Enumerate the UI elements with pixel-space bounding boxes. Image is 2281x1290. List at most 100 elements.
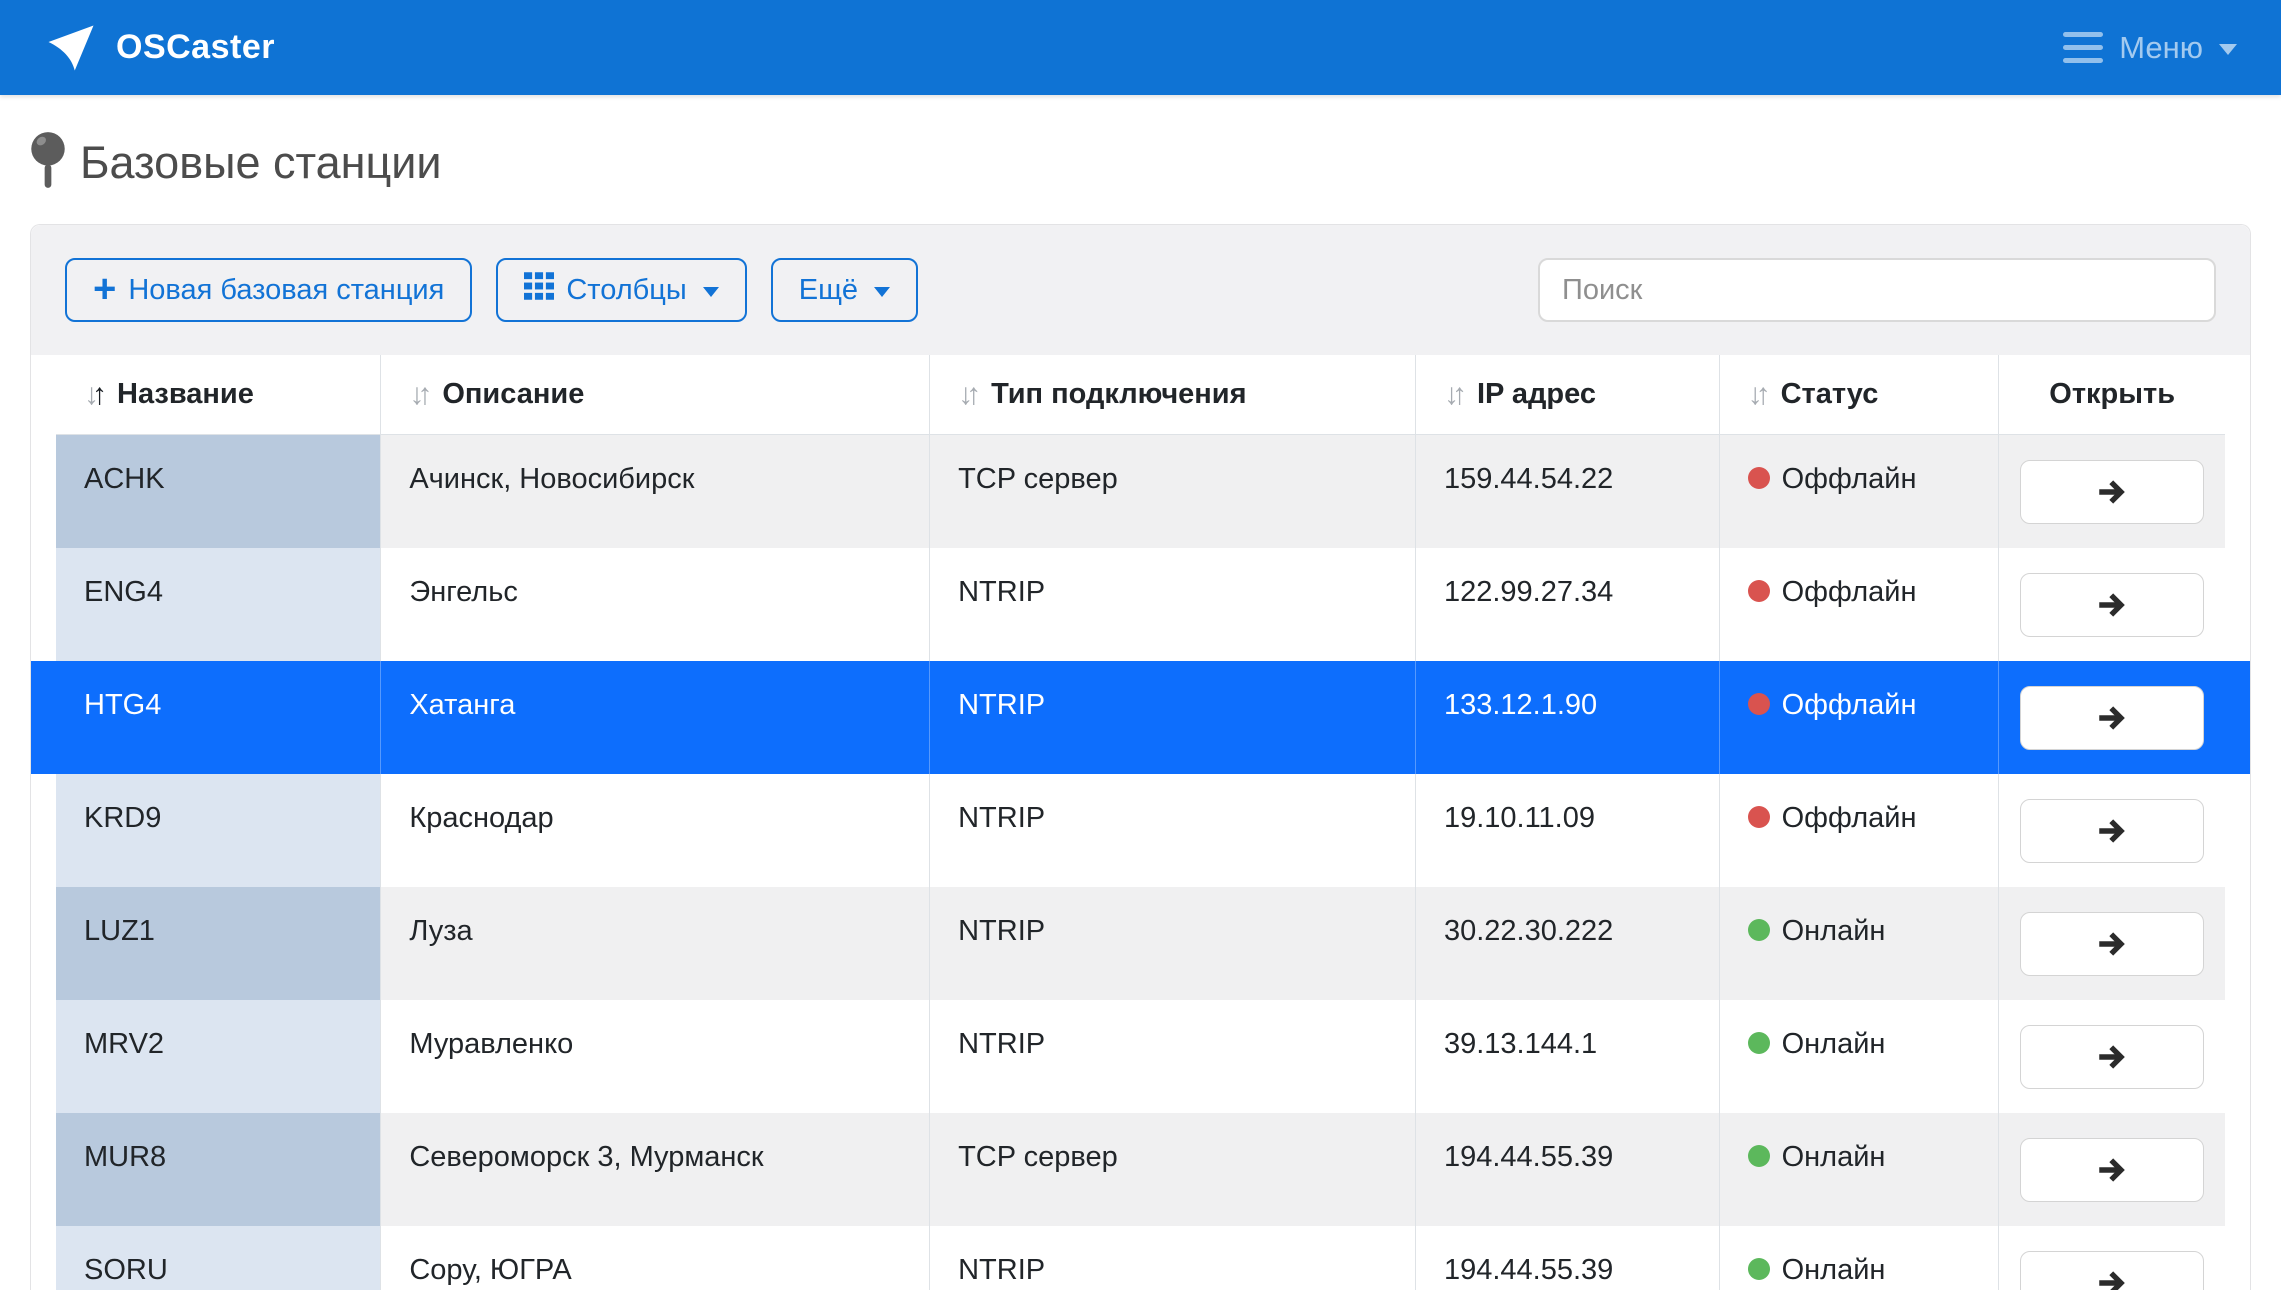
- header-open: Открыть: [1999, 355, 2225, 434]
- stations-panel: + Новая базовая станция Столбцы Ещё: [30, 224, 2251, 1290]
- cell-description: Североморск 3, Мурманск: [381, 1113, 930, 1226]
- cell-status: Онлайн: [1720, 887, 2000, 1000]
- table-body: ACHK Ачинск, Новосибирск TCP сервер 159.…: [56, 435, 2225, 1290]
- more-button[interactable]: Ещё: [771, 258, 918, 322]
- status-dot: [1748, 1145, 1770, 1167]
- table-row[interactable]: MUR8 Североморск 3, Мурманск TCP сервер …: [56, 1113, 2225, 1226]
- cell-name: SORU: [56, 1226, 381, 1290]
- search-input[interactable]: [1538, 258, 2216, 322]
- cell-name: MUR8: [56, 1113, 381, 1226]
- cell-description: Хатанга: [381, 661, 930, 774]
- cell-ip: 194.44.55.39: [1416, 1113, 1720, 1226]
- cell-open: [1999, 1000, 2225, 1113]
- cell-description: Луза: [381, 887, 930, 1000]
- table-row[interactable]: MRV2 Муравленко NTRIP 39.13.144.1 Онлайн: [56, 1000, 2225, 1113]
- cell-description: Сору, ЮГРА: [381, 1226, 930, 1290]
- cell-status: Онлайн: [1720, 1226, 2000, 1290]
- open-station-button[interactable]: [2020, 799, 2204, 863]
- new-station-label: Новая базовая станция: [128, 274, 444, 307]
- cell-ip: 19.10.11.09: [1416, 774, 1720, 887]
- status-dot: [1748, 1258, 1770, 1280]
- menu-label: Меню: [2119, 30, 2203, 66]
- table-row[interactable]: HTG4 Хатанга NTRIP 133.12.1.90 Оффлайн: [56, 661, 2225, 774]
- stations-table: ↓↑ Название ↓↑ Описание ↓↑ Тип подключен…: [31, 355, 2250, 1290]
- cell-name: LUZ1: [56, 887, 381, 1000]
- menu-toggle[interactable]: Меню: [2063, 30, 2237, 66]
- columns-button[interactable]: Столбцы: [496, 258, 746, 322]
- columns-label: Столбцы: [566, 274, 686, 307]
- open-station-button[interactable]: [2020, 1025, 2204, 1089]
- cell-connection-type: TCP сервер: [930, 1113, 1416, 1226]
- status-dot: [1748, 580, 1770, 602]
- cell-name: HTG4: [56, 661, 381, 774]
- sort-icon: ↓↑: [958, 378, 981, 412]
- open-station-button[interactable]: [2020, 460, 2204, 524]
- status-label: Онлайн: [1782, 1141, 1886, 1173]
- cell-ip: 159.44.54.22: [1416, 435, 1720, 548]
- cell-open: [1999, 1226, 2225, 1290]
- brand[interactable]: OSCaster: [44, 21, 275, 75]
- cell-description: Ачинск, Новосибирск: [381, 435, 930, 548]
- new-station-button[interactable]: + Новая базовая станция: [65, 258, 472, 322]
- cell-status: Оффлайн: [1720, 774, 2000, 887]
- status-label: Оффлайн: [1782, 576, 1917, 608]
- table-grid-icon: [524, 272, 554, 308]
- open-station-button[interactable]: [2020, 912, 2204, 976]
- cell-connection-type: NTRIP: [930, 774, 1416, 887]
- status-label: Оффлайн: [1782, 802, 1917, 834]
- cell-status: Онлайн: [1720, 1113, 2000, 1226]
- status-label: Оффлайн: [1782, 463, 1917, 495]
- sort-icon: ↓↑: [84, 378, 107, 412]
- table-row[interactable]: LUZ1 Луза NTRIP 30.22.30.222 Онлайн: [56, 887, 2225, 1000]
- table-row[interactable]: SORU Сору, ЮГРА NTRIP 194.44.55.39 Онлай…: [56, 1226, 2225, 1290]
- navigation-arrow-icon: [44, 21, 98, 75]
- table-header: ↓↑ Название ↓↑ Описание ↓↑ Тип подключен…: [56, 355, 2225, 435]
- pin-icon: [30, 131, 66, 194]
- cell-description: Энгельс: [381, 548, 930, 661]
- header-connection-type[interactable]: ↓↑ Тип подключения: [930, 355, 1416, 434]
- page-title: Базовые станции: [80, 137, 442, 189]
- cell-name: MRV2: [56, 1000, 381, 1113]
- cell-name: ENG4: [56, 548, 381, 661]
- brand-title: OSCaster: [116, 28, 275, 67]
- sort-icon: ↓↑: [1444, 378, 1467, 412]
- open-station-button[interactable]: [2020, 573, 2204, 637]
- cell-open: [1999, 1113, 2225, 1226]
- cell-description: Краснодар: [381, 774, 930, 887]
- cell-open: [1999, 548, 2225, 661]
- cell-name: KRD9: [56, 774, 381, 887]
- cell-ip: 39.13.144.1: [1416, 1000, 1720, 1113]
- open-station-button[interactable]: [2020, 686, 2204, 750]
- cell-connection-type: NTRIP: [930, 1000, 1416, 1113]
- cell-status: Оффлайн: [1720, 548, 2000, 661]
- cell-description: Муравленко: [381, 1000, 930, 1113]
- app-screen: OSCaster Меню Базовые станции + Новая ба…: [0, 0, 2281, 1290]
- header-status[interactable]: ↓↑ Статус: [1720, 355, 2000, 434]
- status-label: Онлайн: [1782, 1254, 1886, 1286]
- cell-open: [1999, 435, 2225, 548]
- status-dot: [1748, 467, 1770, 489]
- open-station-button[interactable]: [2020, 1251, 2204, 1290]
- cell-ip: 122.99.27.34: [1416, 548, 1720, 661]
- sort-icon: ↓↑: [1748, 378, 1771, 412]
- chevron-down-icon: [2219, 44, 2237, 55]
- table-row[interactable]: ACHK Ачинск, Новосибирск TCP сервер 159.…: [56, 435, 2225, 548]
- cell-open: [1999, 774, 2225, 887]
- table-row[interactable]: KRD9 Краснодар NTRIP 19.10.11.09 Оффлайн: [56, 774, 2225, 887]
- status-label: Онлайн: [1782, 1028, 1886, 1060]
- cell-status: Онлайн: [1720, 1000, 2000, 1113]
- status-dot: [1748, 806, 1770, 828]
- navbar: OSCaster Меню: [0, 0, 2281, 95]
- chevron-down-icon: [874, 287, 890, 297]
- cell-connection-type: NTRIP: [930, 887, 1416, 1000]
- table-row[interactable]: ENG4 Энгельс NTRIP 122.99.27.34 Оффлайн: [56, 548, 2225, 661]
- chevron-down-icon: [703, 287, 719, 297]
- cell-open: [1999, 661, 2225, 774]
- header-name[interactable]: ↓↑ Название: [56, 355, 381, 434]
- header-description[interactable]: ↓↑ Описание: [381, 355, 930, 434]
- open-station-button[interactable]: [2020, 1138, 2204, 1202]
- cell-name: ACHK: [56, 435, 381, 548]
- header-ip[interactable]: ↓↑ IP адрес: [1416, 355, 1720, 434]
- sort-icon: ↓↑: [409, 378, 432, 412]
- status-dot: [1748, 1032, 1770, 1054]
